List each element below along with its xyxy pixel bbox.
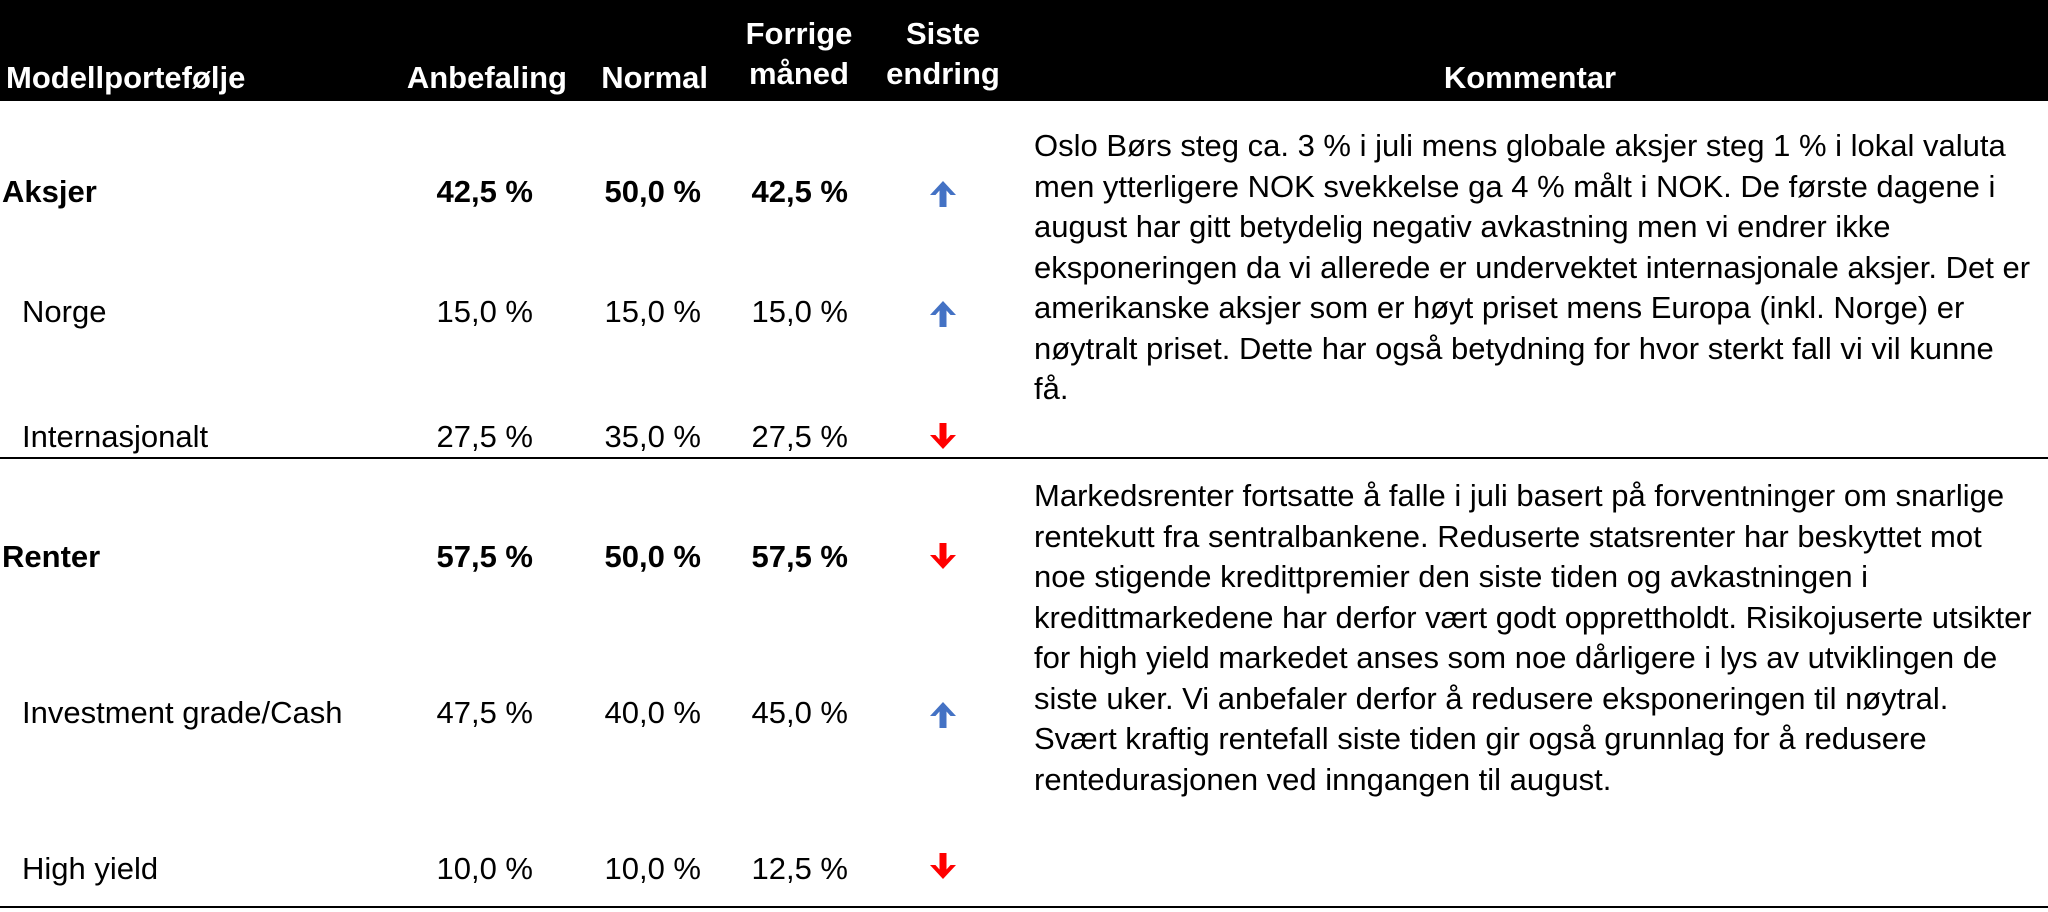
arrow-up-icon bbox=[927, 178, 959, 210]
row-label: Norge bbox=[22, 294, 107, 329]
previous-month-value: 27,5 % bbox=[751, 419, 848, 454]
normal-value: 35,0 % bbox=[604, 419, 701, 454]
header-previous-month-line2: måned bbox=[749, 56, 849, 91]
header-last-change: Siste endring bbox=[880, 14, 1006, 94]
previous-month-value: 15,0 % bbox=[751, 294, 848, 329]
row-label: Internasjonalt bbox=[22, 419, 209, 454]
row-label: Renter bbox=[2, 539, 101, 574]
normal-value: 10,0 % bbox=[604, 851, 701, 886]
table-header: Modellportefølje Anbefaling Normal Forri… bbox=[0, 0, 2048, 101]
arrow-down-icon bbox=[927, 540, 959, 572]
previous-month-value: 42,5 % bbox=[751, 174, 848, 209]
normal-value: 50,0 % bbox=[604, 539, 701, 574]
recommendation-value: 42,5 % bbox=[436, 174, 533, 209]
row-label: High yield bbox=[22, 851, 159, 886]
section-divider bbox=[0, 457, 2048, 459]
recommendation-value: 47,5 % bbox=[436, 695, 533, 730]
header-last-change-line2: endring bbox=[886, 56, 1000, 91]
table-bottom-border bbox=[0, 906, 2048, 908]
equities-comment: Oslo Børs steg ca. 3 % i juli mens globa… bbox=[1034, 128, 2031, 406]
normal-value: 15,0 % bbox=[604, 294, 701, 329]
arrow-down-icon bbox=[927, 420, 959, 452]
header-recommendation: Anbefaling bbox=[406, 60, 567, 95]
row-label: Aksjer bbox=[2, 174, 97, 209]
header-portfolio: Modellportefølje bbox=[6, 60, 246, 95]
normal-value: 50,0 % bbox=[604, 174, 701, 209]
previous-month-value: 45,0 % bbox=[751, 695, 848, 730]
header-previous-month: Forrige måned bbox=[735, 14, 863, 94]
recommendation-value: 15,0 % bbox=[436, 294, 533, 329]
previous-month-value: 12,5 % bbox=[751, 851, 848, 886]
row-label: Investment grade/Cash bbox=[22, 695, 343, 730]
arrow-down-icon bbox=[927, 850, 959, 882]
recommendation-value: 57,5 % bbox=[436, 539, 533, 574]
fixed-income-comment: Markedsrenter fortsatte å falle i juli b… bbox=[1034, 478, 2032, 797]
header-comment: Kommentar bbox=[1443, 60, 1617, 95]
recommendation-value: 27,5 % bbox=[436, 419, 533, 454]
arrow-up-icon bbox=[927, 699, 959, 731]
previous-month-value: 57,5 % bbox=[751, 539, 848, 574]
arrow-up-icon bbox=[927, 298, 959, 330]
header-normal: Normal bbox=[601, 60, 708, 95]
header-last-change-line1: Siste bbox=[905, 16, 981, 51]
header-previous-month-line1: Forrige bbox=[745, 16, 853, 51]
normal-value: 40,0 % bbox=[604, 695, 701, 730]
recommendation-value: 10,0 % bbox=[436, 851, 533, 886]
